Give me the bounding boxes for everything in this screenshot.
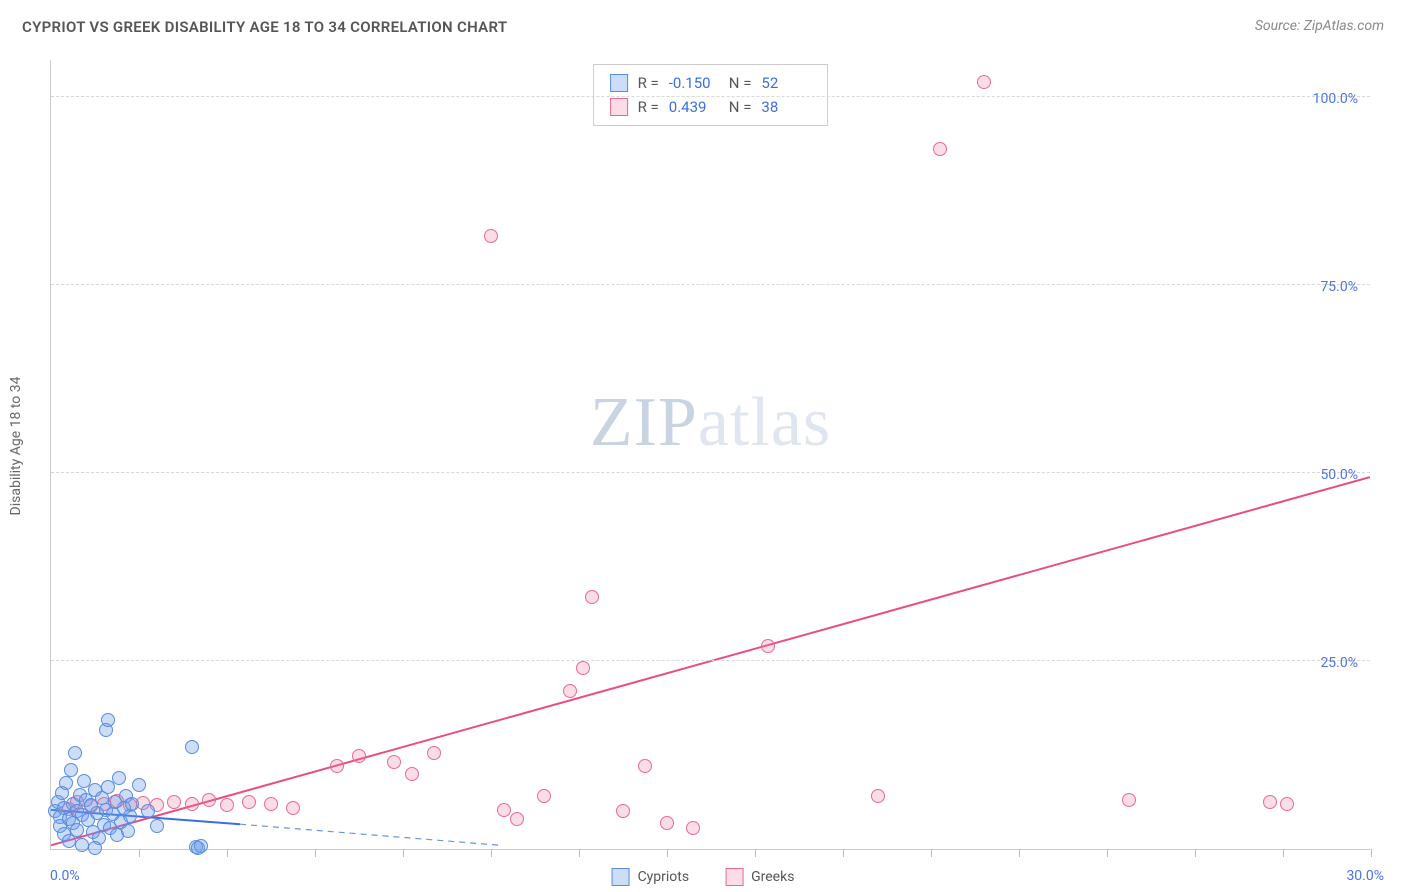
blue-marker: [70, 823, 84, 837]
gridline-h: [51, 660, 1370, 661]
blue-marker: [59, 776, 73, 790]
pink-marker: [563, 684, 577, 698]
pink-marker: [497, 803, 511, 817]
pink-marker: [686, 821, 700, 835]
pink-marker: [616, 804, 630, 818]
pink-marker: [427, 746, 441, 760]
blue-marker: [64, 763, 78, 777]
r-label: R =: [638, 71, 659, 95]
pink-marker: [1263, 795, 1277, 809]
n-value: 52: [761, 71, 811, 95]
x-tick: [579, 849, 580, 857]
pink-marker: [167, 795, 181, 809]
blue-marker: [101, 713, 115, 727]
pink-marker: [510, 812, 524, 826]
pink-marker: [1280, 797, 1294, 811]
n-label: N =: [729, 71, 752, 95]
pink-marker: [264, 797, 278, 811]
x-tick: [755, 849, 756, 857]
blue-swatch: [610, 74, 628, 92]
y-tick-label: 100.0%: [1313, 91, 1358, 107]
blue-marker: [121, 824, 135, 838]
r-label: R =: [638, 95, 659, 119]
source-credit: Source: ZipAtlas.com: [1255, 18, 1384, 34]
pink-marker: [202, 793, 216, 807]
pink-marker: [352, 749, 366, 763]
plot-area: ZIPatlas R = -0.150 N = 52 R = 0.439 N = 38 25.…: [50, 60, 1370, 850]
y-tick-label: 50.0%: [1320, 467, 1358, 483]
trend-lines-svg: [51, 60, 1370, 849]
blue-marker: [132, 778, 146, 792]
pink-marker: [977, 75, 991, 89]
pink-marker: [405, 767, 419, 781]
y-tick-label: 75.0%: [1320, 279, 1358, 295]
pink-marker: [330, 759, 344, 773]
blue-marker: [150, 819, 164, 833]
pink-marker: [585, 590, 599, 604]
x-tick: [315, 849, 316, 857]
x-tick: [491, 849, 492, 857]
legend-label: Cypriots: [638, 869, 690, 885]
chart-title: CYPRIOT VS GREEK DISABILITY AGE 18 TO 34…: [22, 18, 507, 36]
x-tick: [1283, 849, 1284, 857]
pink-marker: [761, 639, 775, 653]
blue-marker: [125, 797, 139, 811]
pink-marker: [220, 798, 234, 812]
pink-swatch: [610, 98, 628, 116]
legend-item: Cypriots: [612, 868, 690, 886]
watermark: ZIPatlas: [590, 383, 831, 463]
n-label: N =: [729, 95, 752, 119]
y-tick-label: 25.0%: [1320, 655, 1358, 671]
pink-marker: [638, 759, 652, 773]
pink-marker: [185, 797, 199, 811]
gridline-h: [51, 472, 1370, 473]
pink-marker: [871, 789, 885, 803]
pink-marker: [537, 789, 551, 803]
x-tick: [1019, 849, 1020, 857]
x-tick: [139, 849, 140, 857]
pink-marker: [660, 816, 674, 830]
x-tick: [931, 849, 932, 857]
x-tick: [843, 849, 844, 857]
x-tick: [1371, 849, 1372, 857]
legend-label: Greeks: [751, 869, 794, 885]
stats-row: R = 0.439 N = 38: [610, 95, 812, 119]
x-axis-start-label: 0.0%: [50, 868, 80, 884]
pink-marker: [1122, 793, 1136, 807]
blue-marker: [68, 746, 82, 760]
pink-marker: [286, 801, 300, 815]
r-value: -0.150: [669, 71, 719, 95]
blue-marker: [185, 740, 199, 754]
blue-swatch: [612, 868, 630, 886]
blue-marker: [62, 834, 76, 848]
gridline-h: [51, 96, 1370, 97]
y-axis-label: Disability Age 18 to 34: [8, 377, 24, 516]
pink-swatch: [725, 868, 743, 886]
x-tick: [1195, 849, 1196, 857]
legend-item: Greeks: [725, 868, 794, 886]
x-tick: [227, 849, 228, 857]
blue-marker: [88, 841, 102, 855]
x-tick: [403, 849, 404, 857]
x-tick: [1107, 849, 1108, 857]
blue-marker: [123, 809, 137, 823]
pink-marker: [242, 795, 256, 809]
x-axis-end-label: 30.0%: [1346, 868, 1384, 884]
blue-marker: [194, 839, 208, 853]
x-tick: [667, 849, 668, 857]
blue-marker: [75, 838, 89, 852]
gridline-h: [51, 284, 1370, 285]
pink-marker: [387, 755, 401, 769]
blue-marker: [141, 804, 155, 818]
pink-marker: [933, 142, 947, 156]
stats-row: R = -0.150 N = 52: [610, 71, 812, 95]
series-legend: Cypriots Greeks: [612, 868, 795, 886]
pink-marker: [484, 229, 498, 243]
n-value: 38: [761, 95, 811, 119]
pink-marker: [576, 661, 590, 675]
blue-marker: [112, 771, 126, 785]
r-value: 0.439: [669, 95, 719, 119]
